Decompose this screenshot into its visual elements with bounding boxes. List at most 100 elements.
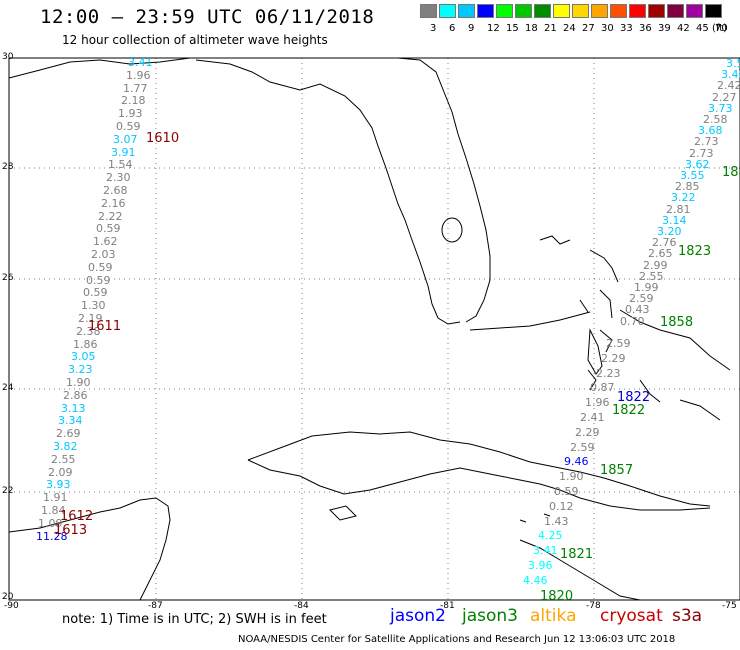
pass-label: 1822 — [612, 403, 646, 418]
lon-label: -75 — [722, 601, 737, 611]
footer-note: note: 1) Time is in UTC; 2) SWH is in fe… — [62, 612, 327, 627]
wave-height-value: 3.55 — [680, 169, 705, 182]
pass-label: 1613 — [54, 523, 88, 538]
wave-height-value: 2.38 — [76, 325, 101, 338]
wave-height-value: 2.23 — [596, 367, 621, 380]
wave-height-value: 1.86 — [73, 338, 98, 351]
legend-label: 9 — [468, 23, 475, 34]
map-frame — [8, 57, 740, 601]
chart-title: 12:00 – 23:59 UTC 06/11/2018 — [40, 6, 375, 28]
wave-height-value: 2.41 — [580, 411, 605, 424]
wave-height-value: 2.69 — [56, 427, 81, 440]
legend-label: 36 — [639, 23, 652, 34]
pass-label: 1821 — [560, 547, 594, 562]
wave-height-value: 1.96 — [126, 69, 151, 82]
legend-swatch — [439, 4, 456, 18]
wave-height-value: 0.70 — [620, 315, 645, 328]
wave-height-value: 0.43 — [625, 303, 650, 316]
wave-height-value: 3.41 — [128, 56, 153, 69]
legend-label: 24 — [563, 23, 576, 34]
wave-height-value: 3.93 — [46, 478, 71, 491]
legend-label: 15 — [506, 23, 519, 34]
wave-height-value: 2.85 — [675, 180, 700, 193]
lon-label: -84 — [294, 601, 309, 611]
coastlines — [8, 57, 731, 601]
satellite-jason2: jason2 — [390, 606, 446, 626]
pass-label: 1822 — [617, 390, 651, 405]
pass-label: 1610 — [146, 131, 180, 146]
legend-label: 21 — [544, 23, 557, 34]
wave-height-value: 2.03 — [91, 248, 116, 261]
wave-height-value: 3.73 — [708, 102, 733, 115]
wave-height-value: 4.25 — [538, 529, 563, 542]
wave-height-value: 1.43 — [544, 515, 569, 528]
wave-height-value: 0.59 — [86, 274, 111, 287]
wave-height-value: 1.77 — [123, 82, 148, 95]
wave-height-value: 2.65 — [648, 247, 673, 260]
wave-height-value: 3.13 — [61, 402, 86, 415]
footer-credit: NOAA/NESDIS Center for Satellite Applica… — [238, 634, 676, 645]
lat-label: 26 — [2, 273, 14, 283]
central-america-coast — [519, 539, 641, 601]
wave-height-value: 9.46 — [564, 455, 589, 468]
wave-height-value: 0.87 — [590, 381, 615, 394]
legend-label: 42 — [677, 23, 690, 34]
wave-height-value: 2.16 — [101, 197, 126, 210]
wave-height-value: 11.28 — [36, 530, 68, 543]
lat-label: 28 — [2, 162, 14, 172]
isle-of-youth — [329, 505, 357, 521]
lon-label: -78 — [586, 601, 601, 611]
satellite-jason3: jason3 — [462, 606, 518, 626]
wave-height-value: 1.30 — [81, 299, 106, 312]
wave-height-value: 3.34 — [58, 414, 83, 427]
wave-height-value: 2.30 — [106, 171, 131, 184]
wave-height-value: 1.99 — [634, 281, 659, 294]
wave-height-value: 1.90 — [559, 470, 584, 483]
legend-swatch — [458, 4, 475, 18]
wave-height-value: 2.73 — [694, 135, 719, 148]
legend-label: 18 — [525, 23, 538, 34]
legend-swatch — [572, 4, 589, 18]
pass-label: 1820 — [540, 589, 574, 604]
legend-label: 3 — [430, 23, 437, 34]
color-legend: 3 6 9 12 15 18 21 24 27 30 33 36 39 42 45 70 (ft) — [420, 4, 730, 38]
lake-okeechobee — [441, 217, 463, 243]
wave-height-value: 2.29 — [601, 352, 626, 365]
wave-height-value: 3.14 — [662, 214, 687, 227]
wave-height-value: 1.96 — [585, 396, 610, 409]
legend-swatch — [629, 4, 646, 18]
wave-height-value: 3.68 — [698, 124, 723, 137]
legend-label: 70 — [715, 23, 728, 34]
wave-height-value: 2.19 — [78, 312, 103, 325]
satellite-s3a: s3a — [672, 606, 703, 626]
wave-height-value: 0.12 — [549, 500, 574, 513]
wave-height-value: 2.59 — [570, 441, 595, 454]
wave-height-value: 2.55 — [639, 270, 664, 283]
wave-height-value: 2.59 — [629, 292, 654, 305]
legend-swatch — [705, 4, 722, 18]
wave-height-value: 3.62 — [685, 158, 710, 171]
legend-swatch — [667, 4, 684, 18]
chart-subtitle: 12 hour collection of altimeter wave hei… — [62, 33, 328, 47]
lon-label: -87 — [148, 601, 163, 611]
wave-height-value: 2.55 — [51, 453, 76, 466]
legend-swatch — [591, 4, 608, 18]
wave-height-value: 1.93 — [118, 107, 143, 120]
pass-label: 1823 — [678, 244, 712, 259]
wave-height-value: 2.81 — [666, 203, 691, 216]
wave-height-value: 1.84 — [41, 504, 66, 517]
wave-height-value: 2.58 — [703, 113, 728, 126]
legend-label: 33 — [620, 23, 633, 34]
wave-height-value: 3.07 — [113, 133, 138, 146]
wave-height-value: 2.42 — [717, 79, 740, 92]
legend-label: 12 — [487, 23, 500, 34]
wave-height-value: 2.99 — [643, 259, 668, 272]
legend-label: 45 — [696, 23, 709, 34]
wave-height-value: 2.09 — [48, 466, 73, 479]
legend-swatch — [686, 4, 703, 18]
wave-height-value: 0.59 — [96, 222, 121, 235]
legend-swatch — [553, 4, 570, 18]
andros — [587, 328, 603, 375]
pass-label: 1858 — [660, 315, 694, 330]
wave-height-value: 2.59 — [606, 337, 631, 350]
